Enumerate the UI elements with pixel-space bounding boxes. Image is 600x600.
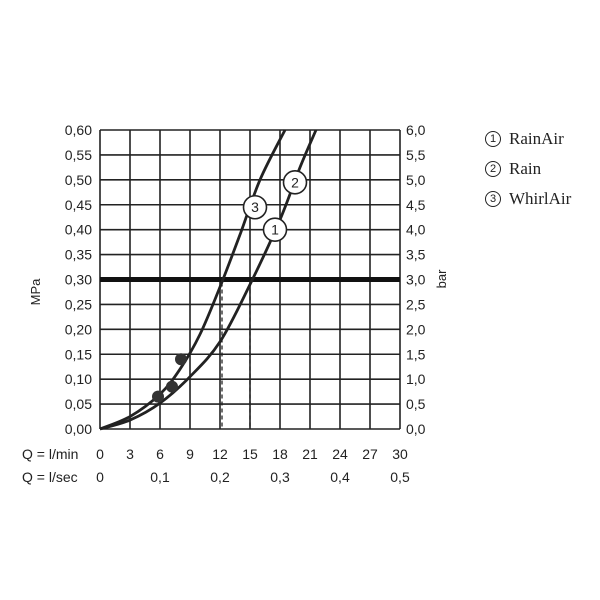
y-right-tick-label: 3,0 bbox=[406, 272, 426, 288]
data-point bbox=[152, 390, 164, 403]
legend-item-whirlair: 3 WhirlAir bbox=[485, 184, 571, 214]
x-lps-tick-label: 0 bbox=[96, 469, 104, 485]
x-lpm-tick-label: 0 bbox=[96, 446, 104, 462]
y-right-tick-label: 5,0 bbox=[406, 172, 426, 188]
y-right-tick-label: 1,0 bbox=[406, 371, 426, 387]
y-right-tick-label: 4,5 bbox=[406, 197, 426, 213]
y-right-tick-label: 2,5 bbox=[406, 296, 426, 312]
y-left-tick-label: 0,10 bbox=[65, 371, 92, 387]
marks: 1 2 3 bbox=[152, 170, 308, 403]
legend: 1 RainAir 2 Rain 3 WhirlAir bbox=[485, 124, 571, 214]
y-right-tick-label: 6,0 bbox=[406, 122, 426, 138]
data-point bbox=[175, 353, 187, 366]
legend-marker-3: 3 bbox=[485, 191, 501, 207]
y-left-tick-label: 0,50 bbox=[65, 172, 92, 188]
x-lpm-tick-label: 24 bbox=[332, 446, 348, 462]
legend-label: WhirlAir bbox=[509, 189, 572, 208]
curve-marker-label: 1 bbox=[271, 222, 279, 238]
legend-marker-2: 2 bbox=[485, 161, 501, 177]
y-right-tick-label: 4,0 bbox=[406, 222, 426, 238]
y-left-tick-label: 0,25 bbox=[65, 296, 92, 312]
legend-item-rain: 2 Rain bbox=[485, 154, 571, 184]
curve-marker-label: 2 bbox=[291, 174, 299, 190]
x-lpm-tick-label: 27 bbox=[362, 446, 378, 462]
y-left-tick-label: 0,00 bbox=[65, 421, 92, 437]
x-lpm-tick-label: 30 bbox=[392, 446, 408, 462]
x-lps-tick-label: 0,2 bbox=[210, 469, 230, 485]
x-lpm-tick-label: 9 bbox=[186, 446, 194, 462]
y-left-tick-label: 0,55 bbox=[65, 147, 92, 163]
y-right-axis-label: bar bbox=[434, 269, 449, 288]
x-lps-tick-label: 0,3 bbox=[270, 469, 290, 485]
y-left-tick-label: 0,30 bbox=[65, 272, 92, 288]
x-lpm-tick-label: 18 bbox=[272, 446, 288, 462]
curve-marker-circle bbox=[282, 170, 308, 195]
y-left-tick-label: 0,15 bbox=[65, 346, 92, 362]
y-left-tick-label: 0,45 bbox=[65, 197, 92, 213]
y-right-tick-label: 3,5 bbox=[406, 247, 426, 263]
y-right-tick-label: 5,5 bbox=[406, 147, 426, 163]
legend-item-rainair: 1 RainAir bbox=[485, 124, 571, 154]
legend-label: Rain bbox=[509, 159, 542, 178]
curve-marker-circle bbox=[262, 217, 288, 242]
x-lpm-tick-label: 6 bbox=[156, 446, 164, 462]
x-lps-tick-label: 0,5 bbox=[390, 469, 410, 485]
tick-labels: 0,000,050,100,150,200,250,300,350,400,45… bbox=[22, 122, 426, 485]
y-right-tick-label: 0,5 bbox=[406, 396, 426, 412]
y-left-tick-label: 0,20 bbox=[65, 321, 92, 337]
y-left-axis-label: MPa bbox=[28, 278, 43, 306]
curve-marker-label: 3 bbox=[251, 199, 259, 215]
legend-label: RainAir bbox=[509, 129, 564, 148]
y-left-tick-label: 0,35 bbox=[65, 247, 92, 263]
x-lps-axis-label: Q = l/sec bbox=[22, 469, 78, 485]
x-lpm-axis-label: Q = l/min bbox=[22, 446, 78, 462]
legend-marker-1: 1 bbox=[485, 131, 501, 147]
x-lpm-tick-label: 12 bbox=[212, 446, 228, 462]
x-lpm-tick-label: 21 bbox=[302, 446, 318, 462]
y-left-tick-label: 0,40 bbox=[65, 222, 92, 238]
y-right-tick-label: 0,0 bbox=[406, 421, 426, 437]
x-lpm-tick-label: 3 bbox=[126, 446, 134, 462]
data-point bbox=[166, 380, 178, 393]
y-right-tick-label: 2,0 bbox=[406, 321, 426, 337]
y-right-tick-label: 1,5 bbox=[406, 346, 426, 362]
x-lps-tick-label: 0,1 bbox=[150, 469, 170, 485]
y-left-tick-label: 0,60 bbox=[65, 122, 92, 138]
x-lpm-tick-label: 15 bbox=[242, 446, 258, 462]
curve-marker-circle bbox=[242, 194, 268, 220]
x-lps-tick-label: 0,4 bbox=[330, 469, 350, 485]
y-left-tick-label: 0,05 bbox=[65, 396, 92, 412]
